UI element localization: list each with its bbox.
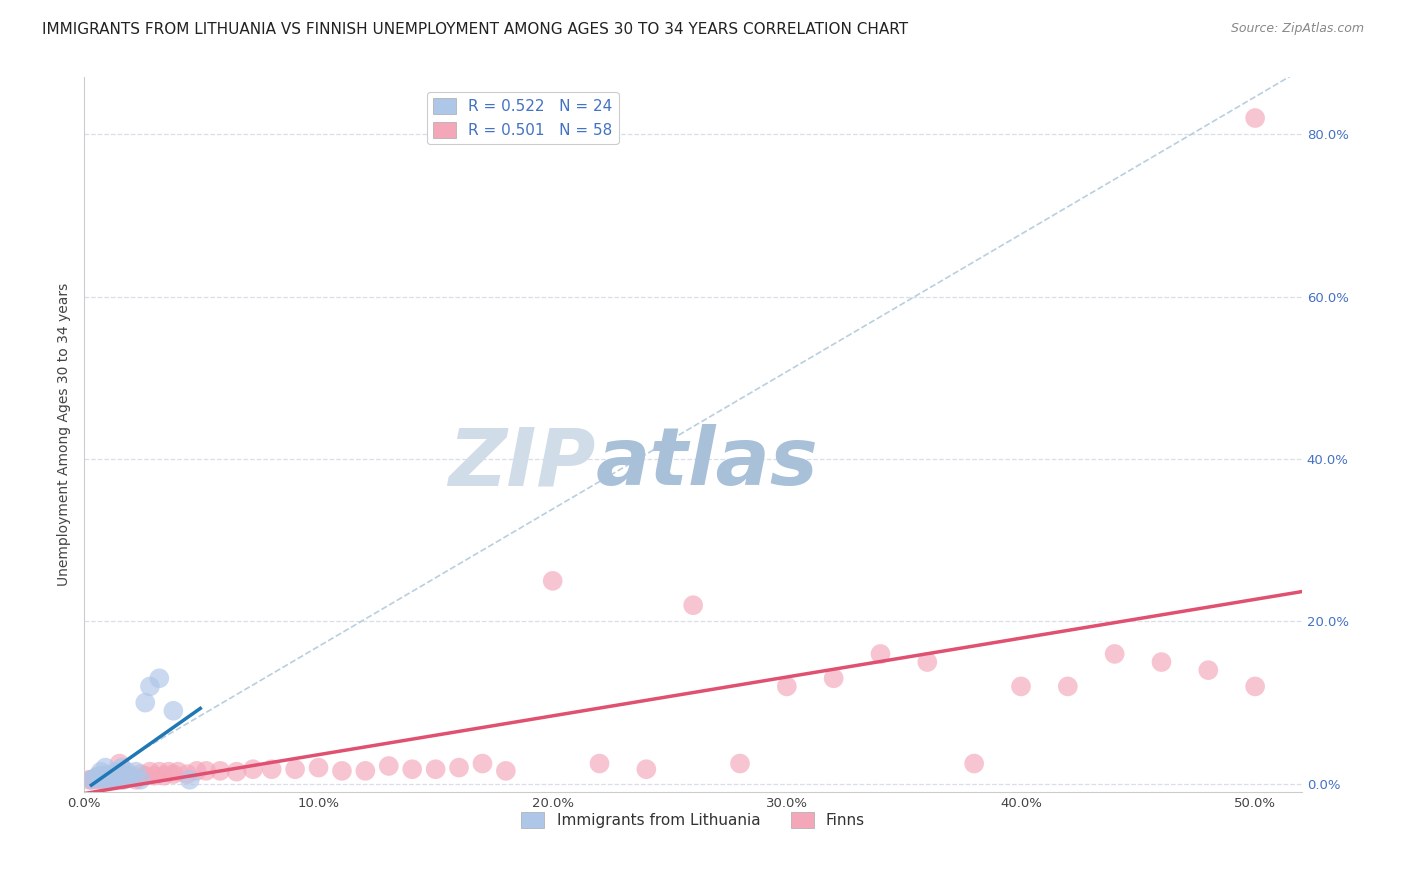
Point xyxy=(97,772,120,787)
Point xyxy=(378,759,401,773)
Point xyxy=(447,761,470,775)
Point xyxy=(354,764,377,778)
Point xyxy=(111,761,134,775)
Legend: Immigrants from Lithuania, Finns: Immigrants from Lithuania, Finns xyxy=(515,806,872,834)
Y-axis label: Unemployment Among Ages 30 to 34 years: Unemployment Among Ages 30 to 34 years xyxy=(58,283,72,586)
Point xyxy=(125,764,148,779)
Point xyxy=(162,704,184,718)
Point xyxy=(471,756,494,771)
Point xyxy=(284,762,307,776)
Point xyxy=(225,764,247,779)
Point xyxy=(1244,680,1267,694)
Point xyxy=(108,756,131,771)
Point xyxy=(111,772,134,787)
Point xyxy=(682,598,704,612)
Point xyxy=(869,647,891,661)
Point xyxy=(80,772,103,787)
Point xyxy=(260,762,283,776)
Point xyxy=(80,772,103,787)
Point xyxy=(1244,111,1267,125)
Point xyxy=(139,680,162,694)
Point xyxy=(84,770,107,784)
Point xyxy=(541,574,564,588)
Point xyxy=(728,756,751,771)
Point xyxy=(134,769,156,783)
Point xyxy=(242,762,264,776)
Point xyxy=(636,762,658,776)
Point xyxy=(209,764,232,778)
Point xyxy=(162,767,184,781)
Point xyxy=(101,770,124,784)
Point xyxy=(139,764,162,779)
Point xyxy=(495,764,517,778)
Point xyxy=(115,769,138,783)
Point xyxy=(129,772,152,787)
Point xyxy=(1104,647,1126,661)
Point xyxy=(94,772,117,787)
Point xyxy=(101,772,124,787)
Point xyxy=(97,769,120,783)
Point xyxy=(148,671,170,685)
Text: Source: ZipAtlas.com: Source: ZipAtlas.com xyxy=(1230,22,1364,36)
Point xyxy=(90,772,112,787)
Point xyxy=(91,772,114,787)
Point xyxy=(91,769,114,783)
Point xyxy=(153,769,176,783)
Text: IMMIGRANTS FROM LITHUANIA VS FINNISH UNEMPLOYMENT AMONG AGES 30 TO 34 YEARS CORR: IMMIGRANTS FROM LITHUANIA VS FINNISH UNE… xyxy=(42,22,908,37)
Point xyxy=(104,767,127,781)
Point xyxy=(91,769,114,783)
Point xyxy=(105,764,128,779)
Point xyxy=(963,756,986,771)
Point xyxy=(129,767,152,781)
Point xyxy=(917,655,939,669)
Point xyxy=(588,756,610,771)
Point xyxy=(776,680,799,694)
Point xyxy=(134,696,156,710)
Point xyxy=(195,764,218,778)
Point xyxy=(120,769,142,783)
Point xyxy=(87,770,110,784)
Point xyxy=(179,772,201,787)
Point xyxy=(823,671,845,685)
Point xyxy=(84,772,107,787)
Point xyxy=(108,769,131,783)
Point xyxy=(125,772,148,787)
Point xyxy=(1150,655,1173,669)
Point xyxy=(157,764,180,779)
Point xyxy=(94,761,117,775)
Point xyxy=(1197,663,1219,677)
Point xyxy=(98,767,121,781)
Point xyxy=(120,770,142,784)
Point xyxy=(77,772,100,787)
Text: atlas: atlas xyxy=(596,425,818,502)
Point xyxy=(115,764,138,779)
Point xyxy=(401,762,423,776)
Point xyxy=(1010,680,1032,694)
Point xyxy=(148,764,170,779)
Point xyxy=(425,762,447,776)
Point xyxy=(176,767,198,781)
Point xyxy=(104,772,127,787)
Point xyxy=(167,764,190,779)
Point xyxy=(1056,680,1078,694)
Point xyxy=(87,769,110,783)
Point xyxy=(308,761,330,775)
Point xyxy=(330,764,353,778)
Point xyxy=(143,769,166,783)
Point xyxy=(112,772,135,787)
Point xyxy=(186,764,208,778)
Text: ZIP: ZIP xyxy=(449,425,596,502)
Point xyxy=(90,764,112,779)
